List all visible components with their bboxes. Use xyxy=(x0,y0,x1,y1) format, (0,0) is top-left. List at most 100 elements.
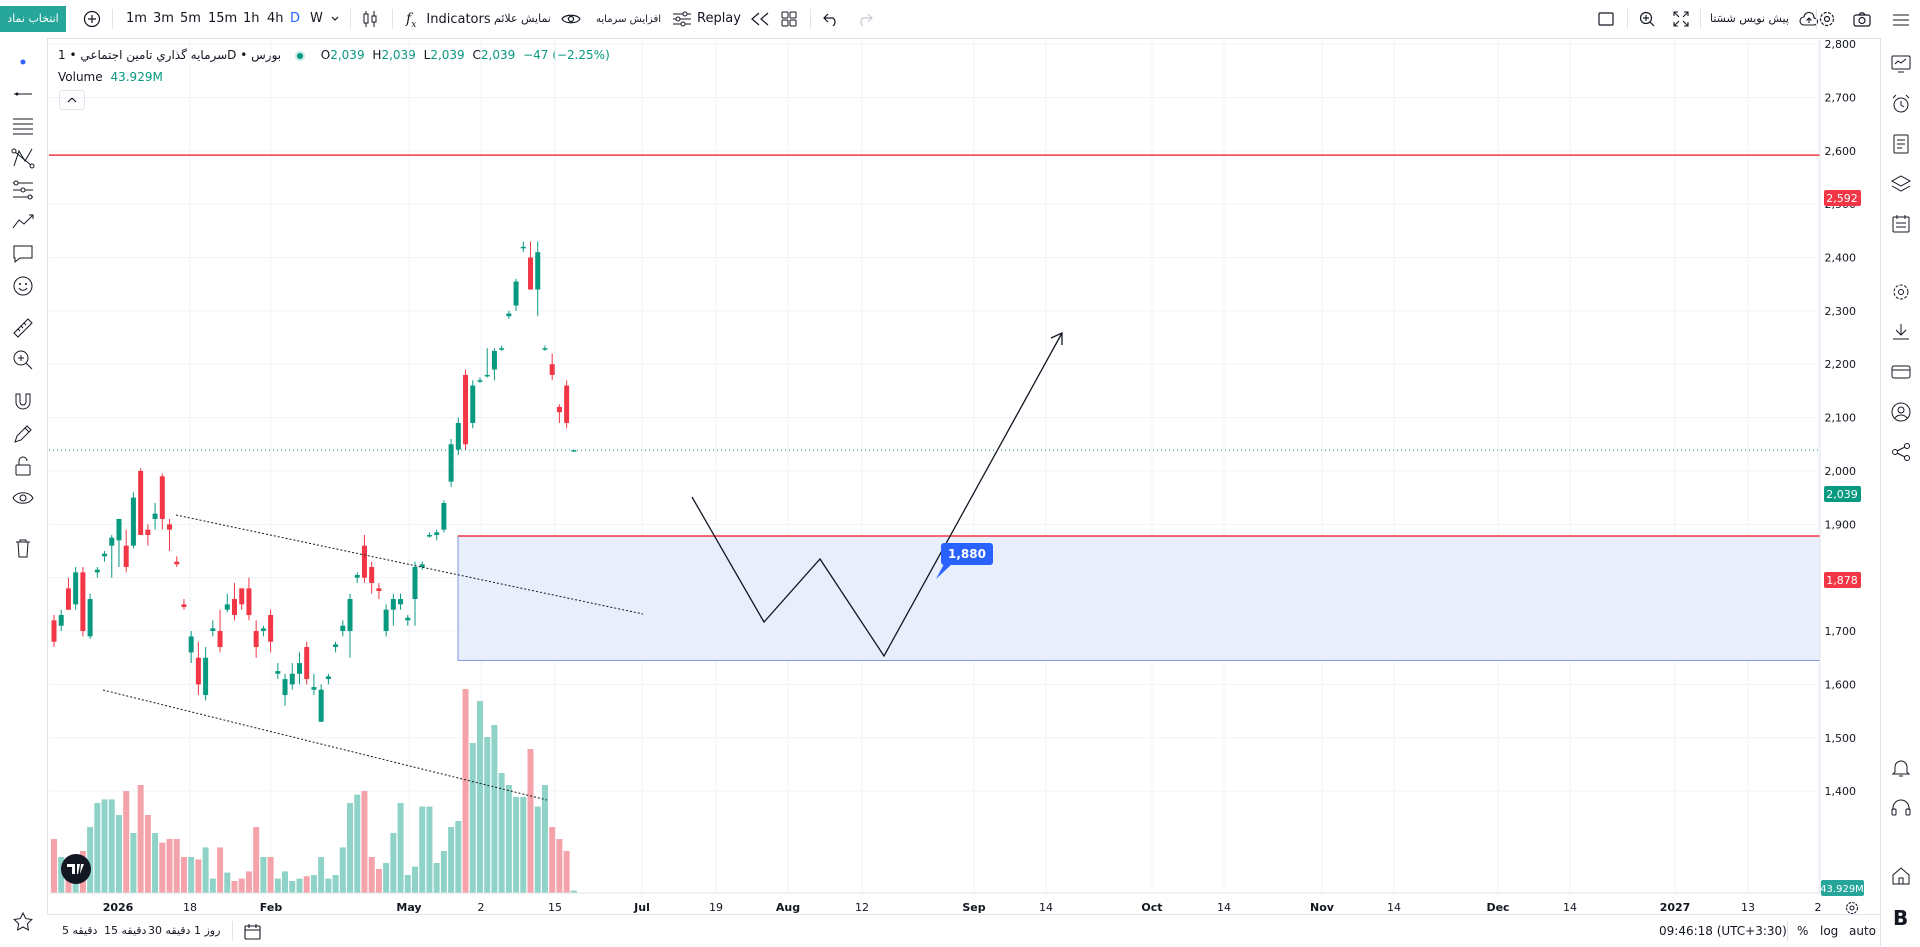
candle-body xyxy=(195,657,201,685)
settings-gear-icon[interactable] xyxy=(1889,280,1913,304)
alarm-clock-icon[interactable] xyxy=(1889,92,1913,116)
symbol-search-button[interactable]: انتخاب نماد xyxy=(0,6,66,32)
zoom-search-button[interactable] xyxy=(1638,0,1656,38)
volume-bar xyxy=(202,847,209,893)
volume-bar xyxy=(426,806,433,893)
layout-name-button[interactable]: پیش نویس شسَتا xyxy=(1710,0,1820,38)
fullscreen-button[interactable] xyxy=(1597,0,1615,38)
card-icon[interactable] xyxy=(1889,360,1913,384)
cursor-dot-icon[interactable] xyxy=(11,50,35,74)
candle xyxy=(102,551,108,562)
resistance-tag-bg xyxy=(1824,190,1861,206)
candle xyxy=(426,532,432,538)
pencil-lock-icon[interactable] xyxy=(11,422,35,446)
pattern-icon[interactable] xyxy=(11,146,35,170)
volume-bar xyxy=(123,791,130,893)
axis-settings-button[interactable] xyxy=(1845,901,1859,915)
redo-button[interactable] xyxy=(856,0,874,38)
volume-bar xyxy=(419,806,426,893)
volume-legend: Volume 43.929M xyxy=(58,70,163,84)
volume-bar xyxy=(310,875,317,893)
range-1-day[interactable]: 1 روز xyxy=(194,924,221,937)
user-icon[interactable] xyxy=(1889,400,1913,424)
timeframe-15m[interactable]: 15m xyxy=(208,11,238,26)
price-tick-label: 1,900 xyxy=(1825,518,1857,531)
date-range-button[interactable] xyxy=(243,915,263,947)
price-axis[interactable]: 2,800 2,700 2,600 2,500 2,400 2,300 2,200 2,100… xyxy=(1819,38,1857,893)
share-icon[interactable] xyxy=(1889,440,1913,464)
range-30-minute[interactable]: 30 دقیقه xyxy=(148,924,191,937)
layers-icon[interactable] xyxy=(1889,172,1913,196)
clock-timezone[interactable]: 09:46:18 (UTC+3:30) xyxy=(1659,924,1787,938)
bell-icon[interactable] xyxy=(1889,756,1913,780)
time-tick-label: 13 xyxy=(1741,901,1755,914)
range-15-minute[interactable]: 15 دقیقه xyxy=(104,924,147,937)
candle-body xyxy=(506,313,512,317)
trend-line-icon[interactable] xyxy=(11,82,35,106)
trash-icon[interactable] xyxy=(11,536,35,560)
lower-channel-line[interactable] xyxy=(102,689,548,801)
calendar-list-icon[interactable] xyxy=(1889,212,1913,236)
timeframe-w[interactable]: W xyxy=(310,11,323,26)
brand-b-icon[interactable]: B xyxy=(1889,904,1913,928)
download-icon[interactable] xyxy=(1889,320,1913,344)
timeframe-5m[interactable]: 5m xyxy=(180,11,201,26)
volume-bar xyxy=(541,785,548,893)
tradingview-logo xyxy=(61,854,91,884)
replay-button[interactable]: Replay xyxy=(697,0,771,38)
support-tag-bg xyxy=(1824,572,1861,588)
add-symbol-button[interactable] xyxy=(82,0,102,38)
percent-scale-toggle[interactable]: % xyxy=(1797,924,1809,938)
notes-icon[interactable] xyxy=(1889,132,1913,156)
range-5-minute[interactable]: 5 دقیقه xyxy=(62,924,98,937)
indicators-button[interactable]: fx Indicators xyxy=(406,0,491,38)
home-icon[interactable] xyxy=(1889,864,1913,888)
zoom-in-icon[interactable] xyxy=(11,348,35,372)
timeframe-dropdown[interactable] xyxy=(330,0,340,38)
forecast-path-line[interactable] xyxy=(691,332,1063,658)
candle-body xyxy=(51,620,57,642)
timeframe-d[interactable]: D xyxy=(290,11,301,26)
expand-button[interactable] xyxy=(1672,0,1690,38)
headset-icon[interactable] xyxy=(1889,796,1913,820)
upper-channel-line[interactable] xyxy=(175,514,644,615)
candle-body xyxy=(376,588,382,592)
volume-label[interactable]: Volume xyxy=(58,70,103,84)
timeframe-4h[interactable]: 4h xyxy=(267,11,284,26)
show-signals-button[interactable]: نمایش علائم xyxy=(494,0,581,38)
emoji-icon[interactable] xyxy=(11,274,35,298)
capital-increase-button[interactable]: افزایش سرمایه xyxy=(596,0,693,38)
layout-grid-button[interactable] xyxy=(780,0,798,38)
chart-type-button[interactable] xyxy=(362,0,378,38)
annotation-icon[interactable] xyxy=(11,242,35,266)
screenshot-button[interactable] xyxy=(1852,0,1872,38)
magnet-icon[interactable] xyxy=(11,390,35,414)
timeframe-3m[interactable]: 3m xyxy=(153,11,174,26)
collapse-legend-button[interactable] xyxy=(59,90,85,110)
volume-bar xyxy=(354,794,361,893)
candle xyxy=(528,241,534,290)
horizontal-lines-icon[interactable] xyxy=(11,114,35,138)
candle-body xyxy=(145,529,151,535)
time-axis[interactable]: 2026 18 Feb May 2 15 Jul 19 Aug 12 Sep 14 Oct 14 Nov 14… xyxy=(49,892,1822,914)
time-tick-label: Dec xyxy=(1486,901,1509,914)
timeframe-1m[interactable]: 1m xyxy=(126,11,147,26)
star-icon[interactable] xyxy=(11,910,35,934)
price-note-callout[interactable]: 1,880 xyxy=(936,543,993,579)
undo-button[interactable] xyxy=(822,0,840,38)
auto-scale-toggle[interactable]: auto xyxy=(1849,924,1877,938)
log-scale-toggle[interactable]: log xyxy=(1820,924,1839,938)
timeframe-1h[interactable]: 1h xyxy=(243,11,260,26)
watchlist-monitor-icon[interactable] xyxy=(1889,52,1913,76)
support-zone-rectangle[interactable] xyxy=(457,535,1821,661)
lock-open-icon[interactable] xyxy=(11,454,35,478)
fib-retracement-icon[interactable] xyxy=(11,178,35,202)
candle-body xyxy=(174,561,180,565)
symbol-title[interactable]: سرمايه گذاري تامين اجتماعي • 1D • بورس xyxy=(58,48,282,62)
projection-icon[interactable] xyxy=(11,210,35,234)
menu-icon[interactable] xyxy=(1889,8,1913,32)
eye-toggle-icon[interactable] xyxy=(11,486,35,510)
ruler-icon[interactable] xyxy=(11,316,35,340)
settings-button[interactable] xyxy=(1818,0,1836,38)
